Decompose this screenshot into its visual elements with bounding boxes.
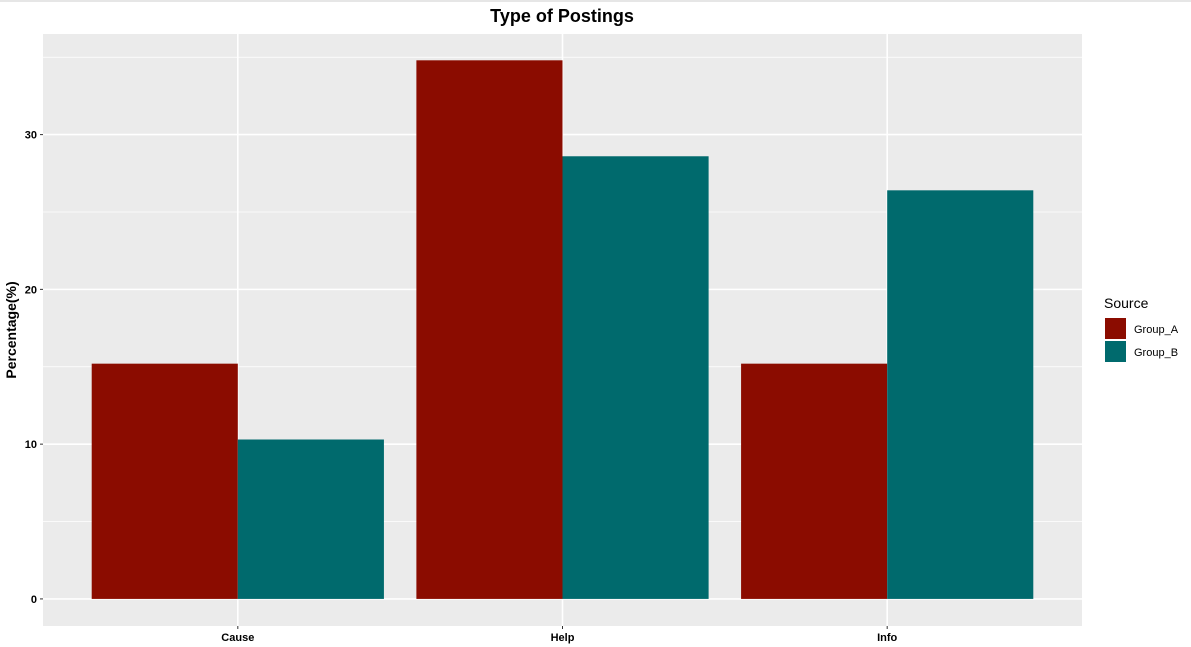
- legend-key-Group_B: [1105, 341, 1126, 362]
- y-tick-label: 0: [31, 594, 37, 606]
- bars: [91, 60, 1034, 599]
- x-tick-label: Info: [877, 632, 897, 644]
- x-axis: Cause Help Info: [221, 626, 898, 644]
- bar-Group_A-Help: [416, 60, 563, 599]
- chart-title: Type of Postings: [490, 6, 634, 26]
- bar-Group_A-Info: [741, 363, 888, 599]
- y-axis: 0 10 20 30: [25, 130, 43, 606]
- bar-Group_B-Help: [562, 156, 709, 599]
- legend-label-Group_B: Group_B: [1134, 347, 1178, 359]
- y-tick-label: 10: [25, 439, 37, 451]
- bar-Group_A-Cause: [91, 363, 238, 599]
- x-tick-label: Cause: [221, 632, 254, 644]
- legend: Source Group_A Group_B: [1104, 295, 1179, 362]
- y-tick-label: 20: [25, 284, 37, 296]
- y-tick-label: 30: [25, 130, 37, 142]
- bar-Group_B-Info: [887, 190, 1034, 599]
- x-tick-label: Help: [551, 632, 575, 644]
- legend-key-Group_A: [1105, 318, 1126, 339]
- top-border: [0, 0, 1191, 2]
- legend-label-Group_A: Group_A: [1134, 324, 1179, 336]
- bar-Group_B-Cause: [237, 439, 384, 599]
- y-axis-title: Percentage(%): [3, 281, 19, 378]
- legend-title: Source: [1104, 295, 1149, 311]
